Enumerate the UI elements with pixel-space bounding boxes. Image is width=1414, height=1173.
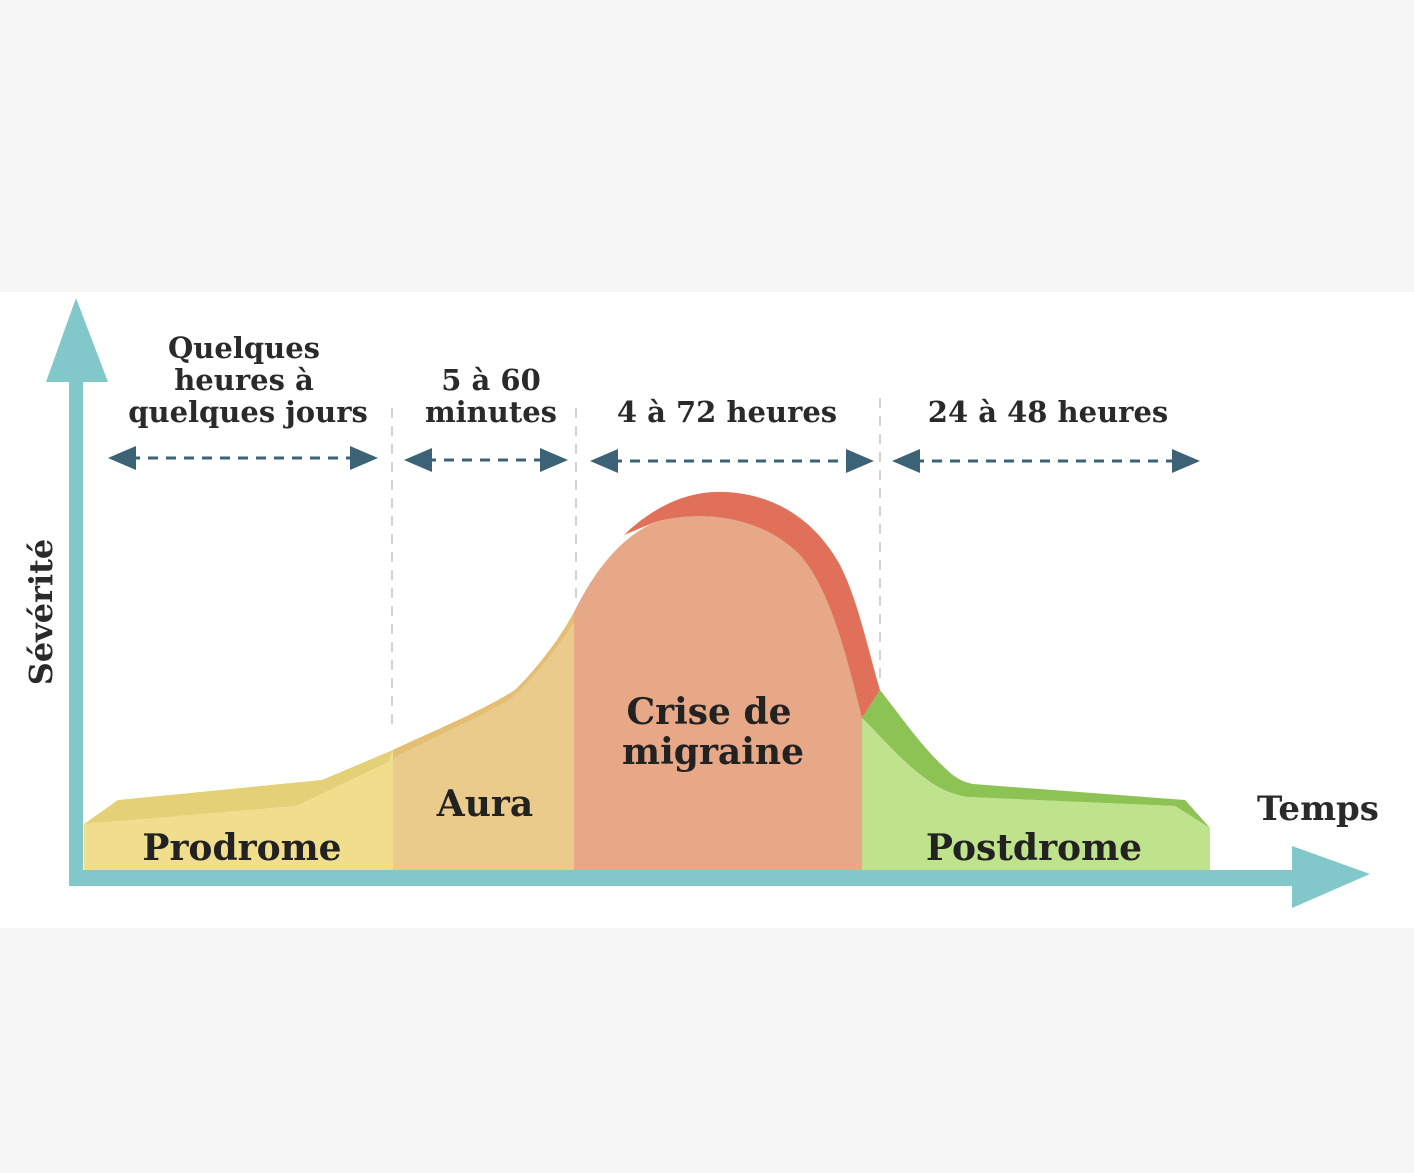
arrow-right-icon bbox=[1172, 449, 1200, 473]
aura-area bbox=[393, 612, 574, 870]
arrow-aura bbox=[404, 448, 568, 472]
arrow-right-icon bbox=[846, 449, 874, 473]
y-axis bbox=[46, 298, 108, 886]
x-axis-label: Temps bbox=[1257, 789, 1379, 829]
y-axis-arrow-icon bbox=[46, 298, 108, 382]
arrow-left-icon bbox=[404, 448, 432, 472]
arrow-right-icon bbox=[540, 448, 568, 472]
arrow-left-icon bbox=[590, 449, 618, 473]
phase-dividers bbox=[391, 398, 881, 730]
y-axis-label: Sévérité bbox=[22, 539, 60, 686]
phase-label-aura: Aura bbox=[436, 783, 533, 825]
duration-prodrome-line2: heures à bbox=[174, 363, 314, 397]
arrow-left-icon bbox=[892, 449, 920, 473]
duration-aura-line2: minutes bbox=[425, 395, 557, 429]
duration-crise-line1: 4 à 72 heures bbox=[617, 395, 837, 429]
duration-aura-line1: 5 à 60 bbox=[441, 363, 541, 397]
arrow-prodrome bbox=[108, 446, 378, 470]
duration-prodrome-line1: Quelques bbox=[168, 331, 320, 365]
arrow-postdrome bbox=[892, 449, 1200, 473]
x-axis bbox=[69, 846, 1370, 908]
duration-postdrome-line1: 24 à 48 heures bbox=[928, 395, 1168, 429]
x-axis-arrow-icon bbox=[1292, 846, 1370, 908]
arrow-right-icon bbox=[350, 446, 378, 470]
duration-prodrome-line3: quelques jours bbox=[128, 395, 368, 429]
phase-label-crise-line1: Crise de bbox=[626, 691, 791, 733]
crise-area bbox=[574, 491, 880, 870]
duration-labels: Quelques heures à quelques jours 5 à 60 … bbox=[128, 331, 1168, 429]
phase-label-prodrome: Prodrome bbox=[142, 827, 341, 869]
arrow-left-icon bbox=[108, 446, 136, 470]
postdrome-area bbox=[862, 690, 1210, 870]
duration-arrows bbox=[108, 446, 1200, 473]
prodrome-area bbox=[84, 750, 393, 870]
arrow-crise bbox=[590, 449, 874, 473]
phase-label-postdrome: Postdrome bbox=[926, 827, 1142, 869]
phase-label-crise-line2: migraine bbox=[622, 731, 804, 773]
